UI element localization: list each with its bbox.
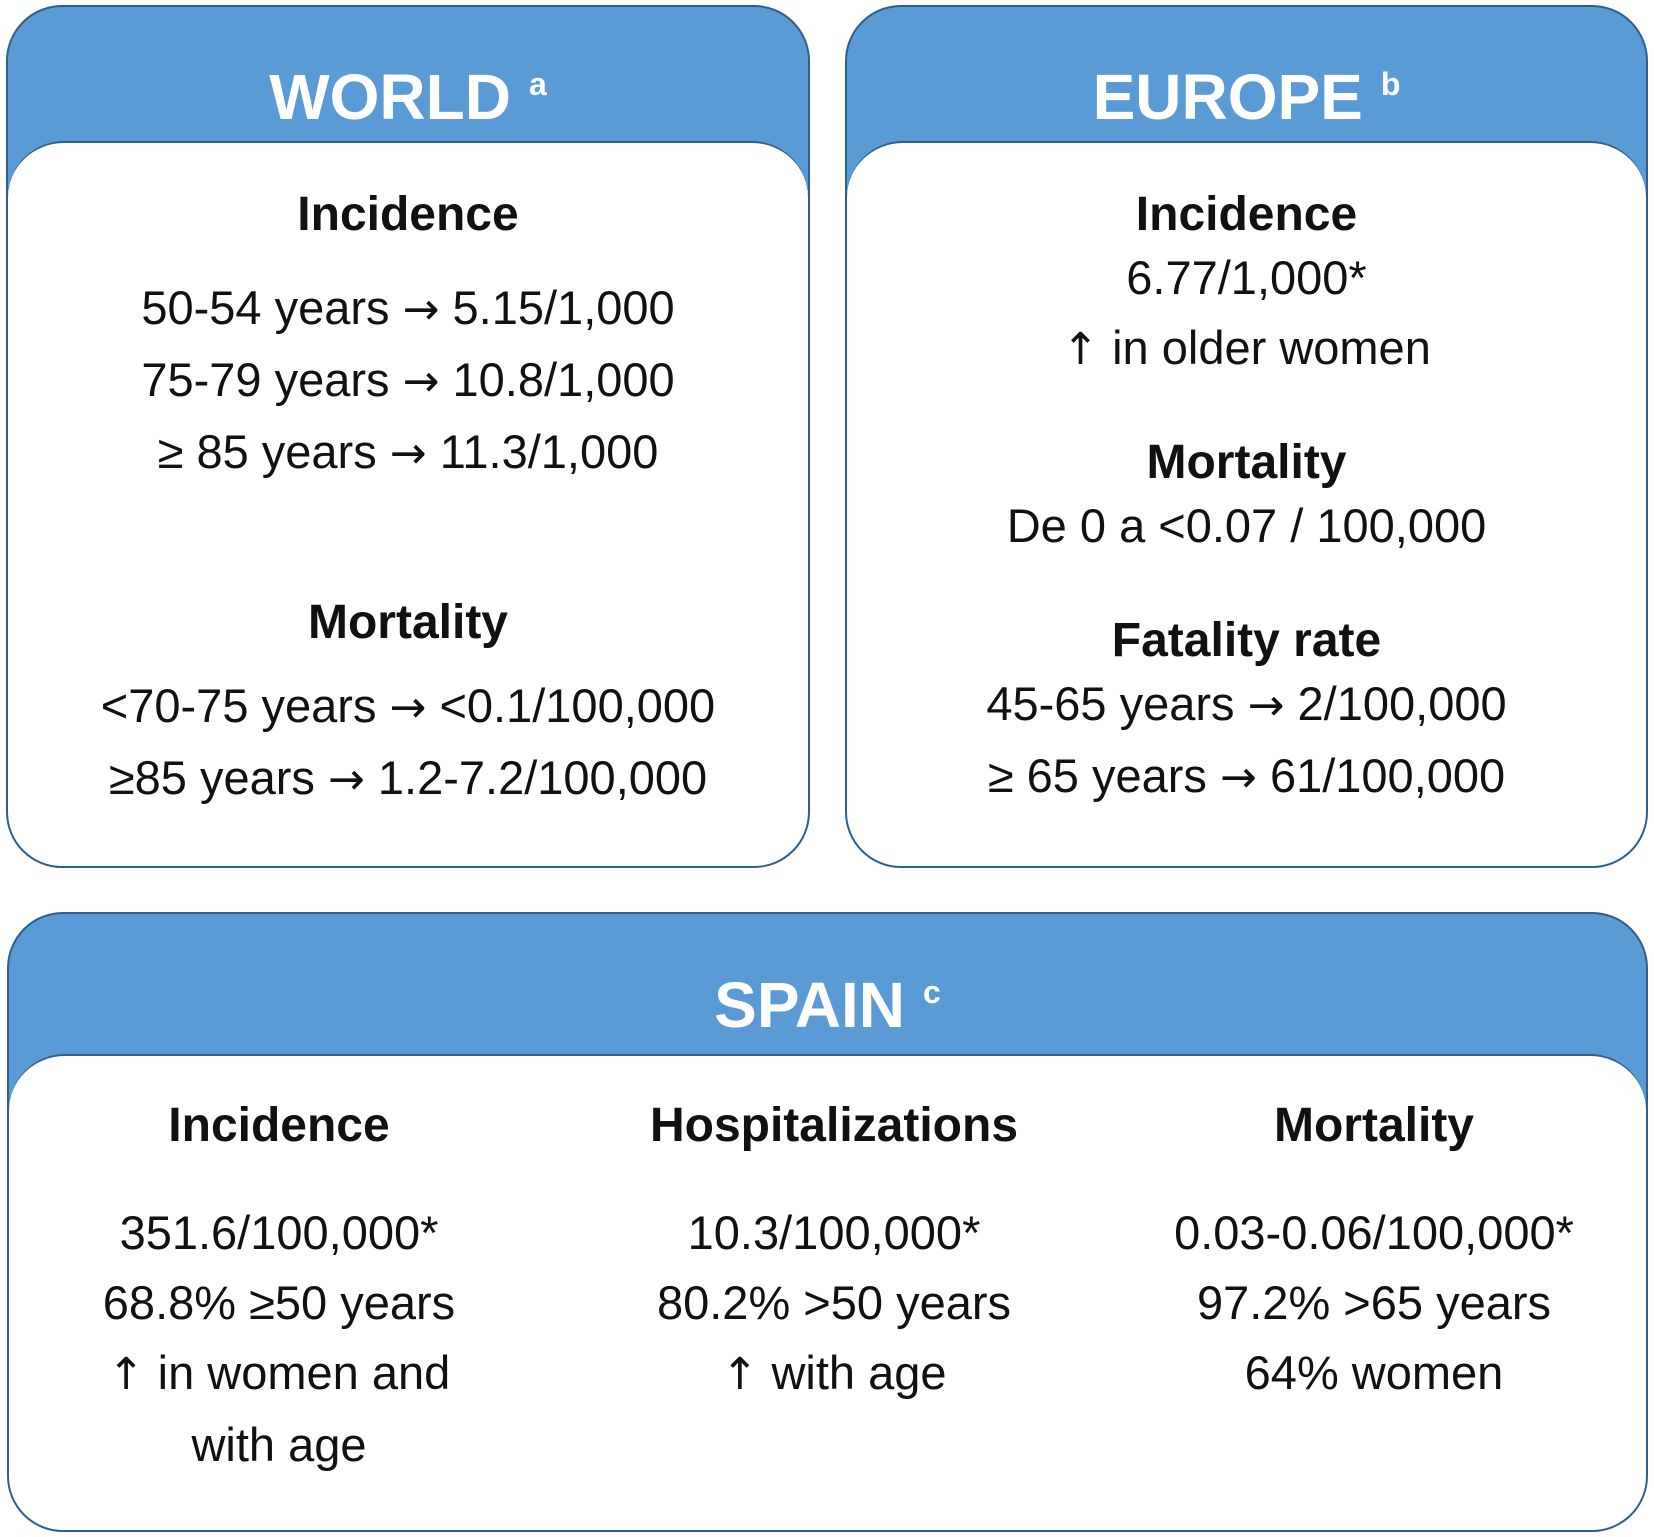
spain-mortality-rate: 0.03-0.06/100,000* — [1174, 1206, 1574, 1259]
age-range: ≥ 85 years — [157, 425, 377, 478]
note-text: in older women — [1112, 321, 1431, 374]
world-header: WORLD a — [8, 52, 808, 129]
right-arrow-icon: → — [327, 754, 365, 805]
spain-header: SPAIN c — [9, 960, 1646, 1037]
world-mortality-block: Mortality <70-75 years → <0.1/100,000 ≥8… — [8, 595, 808, 815]
europe-fatality-title: Fatality rate — [1111, 614, 1382, 667]
spain-hospitalizations-title: Hospitalizations — [649, 1099, 1019, 1152]
up-arrow-icon: ↑ — [107, 1349, 145, 1400]
right-arrow-icon: → — [389, 682, 427, 733]
mortality-value: 1.2-7.2/100,000 — [377, 751, 708, 804]
age-range: 50-54 years — [141, 281, 390, 334]
europe-incidence-title: Incidence — [1135, 188, 1358, 241]
spain-incidence-column: Incidence 351.6/100,000* 68.8% ≥50 years… — [24, 1056, 534, 1530]
age-range: ≥85 years — [108, 751, 315, 804]
fatality-value: 61/100,000 — [1269, 749, 1506, 802]
europe-mortality-block: Mortality De 0 a <0.07 / 100,000 — [847, 435, 1646, 561]
europe-fatality-row: 45-65 years → 2/100,000 — [847, 669, 1646, 741]
spain-panel: SPAIN c Incidence 351.6/100,000* 68.8% ≥5… — [7, 912, 1648, 1532]
europe-incidence-block: Incidence 6.77/1,000* ↑ in older women — [847, 187, 1646, 385]
world-mortality-row: ≥85 years → 1.2-7.2/100,000 — [8, 743, 808, 815]
spain-incidence-trend: ↑ in women and — [24, 1338, 534, 1410]
world-mortality-row: <70-75 years → <0.1/100,000 — [8, 671, 808, 743]
world-body: Incidence 50-54 years → 5.15/1,000 75-79… — [8, 141, 808, 866]
europe-body: Incidence 6.77/1,000* ↑ in older women M… — [847, 141, 1646, 866]
world-incidence-row: ≥ 85 years → 11.3/1,000 — [8, 417, 808, 489]
age-range: 45-65 years — [986, 677, 1235, 730]
europe-mortality-title: Mortality — [1146, 436, 1347, 489]
world-incidence-row: 75-79 years → 10.8/1,000 — [8, 345, 808, 417]
spain-body: Incidence 351.6/100,000* 68.8% ≥50 years… — [9, 1054, 1646, 1530]
spain-hospitalizations-column: Hospitalizations 10.3/100,000* 80.2% >50… — [554, 1056, 1114, 1530]
spain-incidence-rate: 351.6/100,000* — [119, 1206, 439, 1259]
spain-mortality-women-share: 64% women — [1244, 1346, 1504, 1399]
spain-incidence-title: Incidence — [168, 1099, 390, 1152]
age-range: 75-79 years — [141, 353, 390, 406]
right-arrow-icon: → — [402, 284, 440, 335]
trend-text: in women and — [157, 1346, 451, 1399]
europe-header: EUROPE b — [847, 52, 1646, 129]
spain-mortality-column: Mortality 0.03-0.06/100,000* 97.2% >65 y… — [1114, 1056, 1634, 1530]
right-arrow-icon: → — [1247, 680, 1285, 731]
world-incidence-title: Incidence — [297, 188, 519, 241]
spain-footnote-mark: c — [923, 974, 941, 1010]
spain-title: SPAIN — [714, 969, 906, 1041]
fatality-value: 2/100,000 — [1297, 677, 1507, 730]
up-arrow-icon: ↑ — [721, 1349, 759, 1400]
spain-hospitalizations-rate: 10.3/100,000* — [687, 1206, 981, 1259]
europe-incidence-note: ↑ in older women — [847, 313, 1646, 385]
spain-mortality-age-share: 97.2% >65 years — [1196, 1276, 1552, 1329]
trend-text: with age — [771, 1346, 947, 1399]
right-arrow-icon: → — [402, 356, 440, 407]
spain-hospitalizations-age-share: 80.2% >50 years — [656, 1276, 1012, 1329]
europe-panel: EUROPE b Incidence 6.77/1,000* ↑ in older… — [845, 5, 1648, 868]
age-range: <70-75 years — [100, 679, 377, 732]
europe-title: EUROPE — [1092, 61, 1363, 133]
europe-fatality-row: ≥ 65 years → 61/100,000 — [847, 741, 1646, 813]
incidence-value: 10.8/1,000 — [452, 353, 675, 406]
age-range: ≥ 65 years — [987, 749, 1207, 802]
incidence-value: 11.3/1,000 — [439, 425, 659, 478]
europe-fatality-block: Fatality rate 45-65 years → 2/100,000 ≥ … — [847, 613, 1646, 813]
spain-incidence-age-share: 68.8% ≥50 years — [102, 1276, 456, 1329]
world-footnote-mark: a — [528, 66, 547, 102]
mortality-value: <0.1/100,000 — [439, 679, 716, 732]
spain-hospitalizations-trend: ↑ with age — [554, 1338, 1114, 1410]
right-arrow-icon: → — [389, 428, 427, 479]
spain-mortality-title: Mortality — [1273, 1099, 1474, 1152]
world-mortality-title: Mortality — [307, 596, 508, 649]
europe-incidence-value: 6.77/1,000* — [1126, 251, 1367, 304]
right-arrow-icon: → — [1220, 752, 1257, 803]
world-panel: WORLD a Incidence 50-54 years → 5.15/1,00… — [6, 5, 810, 868]
europe-footnote-mark: b — [1380, 66, 1401, 102]
up-arrow-icon: ↑ — [1062, 324, 1100, 375]
incidence-value: 5.15/1,000 — [452, 281, 675, 334]
spain-incidence-trend-cont: with age — [191, 1418, 367, 1471]
world-title: WORLD — [269, 61, 511, 133]
world-incidence-block: Incidence 50-54 years → 5.15/1,000 75-79… — [8, 187, 808, 489]
europe-mortality-value: De 0 a <0.07 / 100,000 — [1006, 499, 1487, 552]
world-incidence-row: 50-54 years → 5.15/1,000 — [8, 273, 808, 345]
